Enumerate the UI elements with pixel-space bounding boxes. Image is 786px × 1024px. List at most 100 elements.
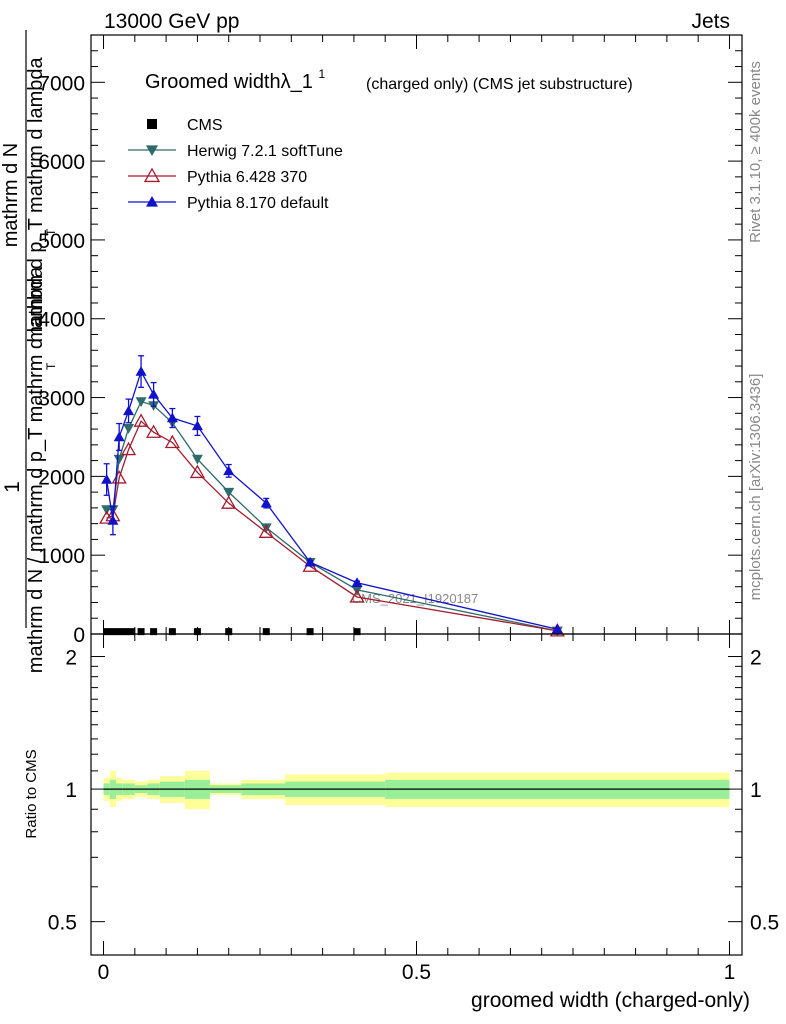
data-point — [351, 577, 363, 588]
ratio-y-tick-label-right: 2 — [750, 647, 762, 670]
series-herwig-7-2-1-softtune — [101, 397, 563, 637]
x-tick-label: 0 — [98, 961, 110, 984]
y-label-one-over: 1 — [1, 481, 24, 493]
legend-marker — [147, 119, 157, 129]
main-y-tick-label: 5000 — [38, 230, 85, 253]
main-y-axis-label: 1 mathrm d N / mathrm d p_T mathrm d lam… — [0, 30, 58, 673]
legend-marker — [146, 145, 158, 156]
ratio-y-tick-label-right: 0.5 — [750, 912, 779, 935]
y-label-numerator: mathrm d N — [0, 143, 22, 247]
data-point — [260, 523, 272, 534]
data-point — [103, 628, 111, 636]
series-pythia-8-170-default — [101, 355, 563, 634]
legend-marker — [143, 167, 161, 183]
main-y-tick-label: 4000 — [38, 309, 85, 332]
data-point — [189, 464, 205, 479]
plot-title-superscript: 1 — [318, 67, 325, 81]
series-line — [106, 400, 558, 632]
data-point — [113, 431, 125, 442]
data-point — [191, 454, 203, 465]
legend-item: CMS — [147, 117, 223, 134]
legend-label: CMS — [187, 117, 223, 134]
data-point — [115, 628, 123, 636]
plot-subtitle: (charged only) (CMS jet substructure) — [366, 76, 633, 93]
legend-marker — [146, 196, 158, 207]
x-axis-label: groomed width (charged-only) — [471, 989, 750, 1012]
data-point — [128, 628, 136, 636]
data-point — [168, 628, 176, 636]
data-point — [146, 424, 162, 438]
data-point — [164, 434, 180, 449]
data-point — [123, 405, 135, 416]
ratio-bands — [103, 770, 730, 810]
ratio-y-axis: 0.5 0.5 1 1 2 2 — [48, 647, 779, 935]
mcplots-label: mcplots.cern.ch [arXiv:1306.3436] — [747, 374, 764, 601]
y-label-sub-t-1: T — [44, 362, 58, 370]
legend-item: Pythia 8.170 default — [128, 195, 329, 212]
y-label-sub-t-2: T — [44, 228, 58, 236]
data-point — [107, 515, 119, 525]
data-point — [99, 510, 115, 524]
data-point — [121, 628, 129, 636]
main-y-tick-label: 2000 — [38, 466, 85, 489]
plot-title-main: Groomed widthλ_1 — [145, 71, 313, 93]
data-point — [133, 413, 149, 427]
ratio-y-tick-label-right: 1 — [750, 779, 762, 802]
series-line — [106, 369, 558, 630]
data-point — [101, 474, 113, 484]
data-point — [223, 465, 235, 476]
ratio-y-axis-label: Ratio to CMS — [23, 749, 40, 838]
data-point — [150, 628, 158, 636]
data-point — [113, 454, 125, 465]
data-point — [304, 556, 316, 567]
series-pythia-6-428-370 — [99, 413, 565, 637]
ratio-x-axis: 0 0.5 1 — [98, 634, 736, 984]
data-point — [191, 420, 203, 431]
legend-item: Pythia 6.428 370 — [128, 167, 307, 186]
x-tick-label: 0.5 — [402, 961, 431, 984]
data-point — [135, 397, 147, 407]
data-point — [123, 424, 135, 434]
main-y-axis: 0 1000 2000 3000 4000 5000 6000 7000 — [38, 34, 742, 647]
data-point — [109, 628, 117, 636]
data-point — [262, 628, 270, 636]
legend-label: Pythia 8.170 default — [187, 195, 329, 212]
data-point — [120, 441, 137, 456]
process-label: Jets — [691, 10, 730, 33]
ratio-panel: 0.5 0.5 1 1 2 2 0 0.5 1 Ratio to CMS — [23, 633, 779, 984]
y-label-numerator-line2: mathrm d p_T mathrm d lambda — [25, 56, 47, 342]
data-point — [148, 388, 160, 399]
main-x-axis — [103, 35, 730, 634]
legend-label: Pythia 6.428 370 — [187, 169, 307, 186]
main-y-tick-label: 3000 — [38, 388, 85, 411]
data-point — [306, 628, 314, 636]
ratio-y-tick-label: 2 — [65, 647, 77, 670]
data-point — [166, 412, 178, 423]
y-label-denominator: mathrm d N / mathrm d p_T mathrm d lambd… — [25, 266, 47, 673]
rivet-label: Rivet 3.1.10, ≥ 400k events — [747, 61, 764, 243]
main-series — [99, 355, 565, 637]
main-y-tick-label: 7000 — [38, 72, 85, 95]
main-y-tick-label: 0 — [73, 624, 85, 647]
ratio-y-tick-label: 1 — [65, 779, 77, 802]
data-point — [225, 628, 233, 636]
data-point — [551, 623, 563, 634]
data-point — [260, 497, 272, 508]
plot-title: Groomed widthλ_1 1 — [145, 67, 325, 93]
data-point — [193, 628, 201, 636]
data-point — [223, 487, 235, 498]
main-y-tick-label: 1000 — [38, 545, 85, 568]
legend-label: Herwig 7.2.1 softTune — [187, 143, 343, 160]
x-tick-label: 1 — [724, 961, 736, 984]
series-line — [106, 420, 558, 632]
legend: CMS Herwig 7.2.1 softTune Pythia 6.428 370… — [128, 117, 343, 212]
data-point — [135, 366, 147, 376]
series-cms — [103, 628, 361, 636]
legend-item: Herwig 7.2.1 softTune — [128, 143, 343, 160]
data-point — [349, 589, 365, 603]
data-point — [221, 495, 237, 509]
beam-label: 13000 GeV pp — [104, 10, 239, 33]
data-point — [353, 628, 361, 636]
